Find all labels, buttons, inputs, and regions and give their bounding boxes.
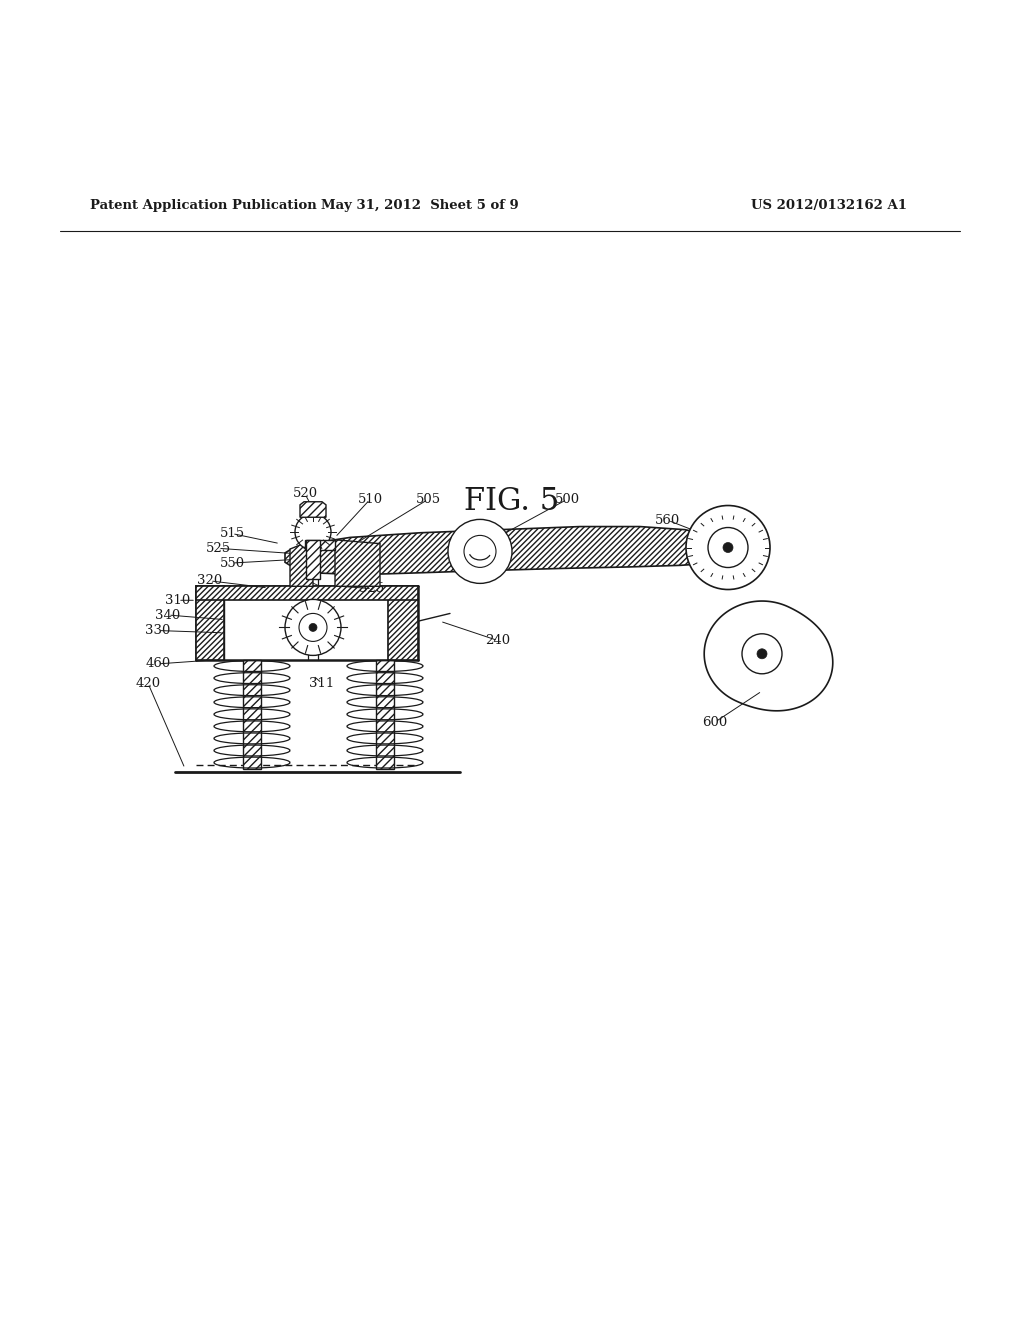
Text: 311: 311 bbox=[309, 677, 335, 690]
Circle shape bbox=[686, 506, 770, 590]
Circle shape bbox=[449, 519, 512, 583]
Polygon shape bbox=[196, 586, 418, 601]
Circle shape bbox=[742, 634, 782, 673]
Text: Patent Application Publication: Patent Application Publication bbox=[90, 199, 316, 211]
Polygon shape bbox=[388, 586, 418, 660]
Text: 510: 510 bbox=[357, 492, 383, 506]
Text: 500: 500 bbox=[554, 492, 580, 506]
Text: 550: 550 bbox=[219, 557, 245, 569]
Polygon shape bbox=[285, 527, 730, 574]
Text: 515: 515 bbox=[219, 527, 245, 540]
Text: 340: 340 bbox=[156, 609, 180, 622]
Circle shape bbox=[285, 599, 341, 656]
Text: US 2012/0132162 A1: US 2012/0132162 A1 bbox=[752, 199, 907, 211]
Text: 600: 600 bbox=[702, 715, 728, 729]
Circle shape bbox=[309, 623, 317, 631]
Text: 560: 560 bbox=[655, 513, 681, 527]
Text: 420: 420 bbox=[135, 677, 161, 690]
Text: 520: 520 bbox=[293, 487, 317, 500]
Polygon shape bbox=[300, 502, 326, 517]
Circle shape bbox=[464, 536, 496, 568]
Text: 525: 525 bbox=[206, 541, 230, 554]
Polygon shape bbox=[243, 660, 261, 768]
Circle shape bbox=[708, 528, 748, 568]
Polygon shape bbox=[335, 540, 380, 586]
Text: 460: 460 bbox=[145, 657, 171, 671]
Circle shape bbox=[299, 614, 327, 642]
Polygon shape bbox=[376, 660, 394, 768]
Text: FIG. 5: FIG. 5 bbox=[464, 486, 560, 516]
Polygon shape bbox=[705, 601, 833, 710]
Circle shape bbox=[757, 649, 767, 659]
Polygon shape bbox=[196, 586, 224, 660]
Text: 505: 505 bbox=[416, 492, 440, 506]
Circle shape bbox=[723, 543, 733, 553]
Polygon shape bbox=[306, 540, 319, 578]
Text: 325: 325 bbox=[359, 582, 385, 595]
Polygon shape bbox=[290, 540, 313, 586]
Text: 240: 240 bbox=[485, 634, 511, 647]
Text: 320: 320 bbox=[198, 574, 222, 587]
Circle shape bbox=[295, 513, 331, 550]
Text: 330: 330 bbox=[145, 624, 171, 638]
Text: May 31, 2012  Sheet 5 of 9: May 31, 2012 Sheet 5 of 9 bbox=[321, 199, 519, 211]
Polygon shape bbox=[305, 540, 335, 550]
Text: 310: 310 bbox=[165, 594, 190, 607]
